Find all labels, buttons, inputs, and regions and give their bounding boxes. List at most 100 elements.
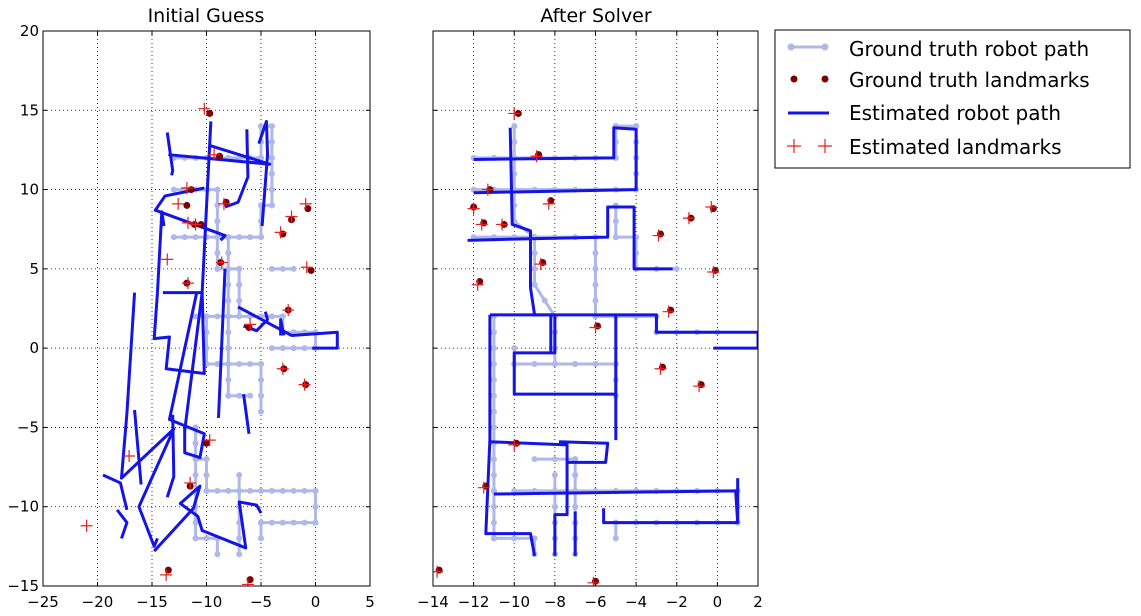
ground-truth-path-point	[551, 456, 558, 463]
ground-truth-path-point	[225, 234, 232, 241]
ground-truth-path-point	[279, 487, 286, 494]
estimated-landmark	[496, 218, 509, 231]
ground-truth-path-point	[247, 392, 254, 399]
estimated-path-segment	[224, 129, 250, 209]
ground-truth-path-point	[247, 234, 254, 241]
estimated-landmark	[508, 107, 521, 120]
estimated-landmark	[189, 218, 202, 231]
estimated-landmark	[652, 229, 665, 242]
estimated-landmark	[217, 197, 230, 210]
estimated-landmark	[80, 519, 93, 532]
ground-truth-landmark	[307, 266, 315, 274]
ground-truth-path-point	[490, 456, 497, 463]
ground-truth-path-point	[531, 456, 538, 463]
ground-truth-path-point	[551, 361, 558, 367]
estimated-landmark	[682, 212, 695, 225]
initial-guess-panel: Initial Guess −25 −20 −15 −10 −5 0 5 −15 −10 −5 0 5…	[7, 5, 374, 611]
ground-truth-path-point	[572, 472, 579, 478]
ground-truth-path-point	[214, 234, 221, 241]
estimated-path-segment	[155, 210, 166, 293]
ground-truth-path-point	[203, 535, 210, 542]
ground-truth-path-point	[225, 313, 232, 320]
x-tick-label: −12	[458, 593, 490, 611]
ground-truth-path-point	[612, 535, 619, 542]
plot-frame	[42, 30, 371, 587]
estimated-path-segment	[467, 127, 532, 242]
x-tick-label: −10	[498, 593, 530, 611]
estimated-landmark	[587, 576, 600, 586]
ground-truth-path-segment	[614, 205, 677, 271]
ground-truth-path-point	[490, 519, 497, 526]
legend-key-ground-truth-landmarks-dot-end	[821, 75, 829, 83]
ground-truth-path-point	[225, 329, 232, 336]
ground-truth-path-point	[290, 519, 297, 526]
ground-truth-path-point	[511, 170, 518, 177]
ground-truth-path-point	[268, 265, 275, 272]
ground-truth-path-point	[225, 487, 232, 494]
ground-truth-path-point	[279, 345, 286, 352]
estimated-landmark	[530, 150, 543, 163]
estimated-landmark	[180, 181, 193, 194]
x-tick-label: −25	[27, 593, 59, 611]
ground-truth-path-segment	[512, 348, 616, 366]
ground-truth-path-point	[551, 472, 558, 478]
ground-truth-path-point	[290, 345, 297, 352]
after-solver-panel: After Solver −14 −12 −10 −8 −6 −4 −2 0 2	[417, 5, 763, 611]
x-tick-label: −5	[250, 593, 272, 611]
estimated-path-segment	[489, 440, 610, 464]
ground-truth-landmark	[187, 186, 195, 194]
initial-guess-title: Initial Guess	[148, 5, 265, 27]
ground-truth-path-point	[236, 551, 243, 558]
ground-truth-landmark	[203, 439, 210, 447]
ground-truth-path-point	[170, 186, 177, 193]
estimated-path-segment	[119, 292, 176, 548]
ground-truth-path-point	[225, 345, 232, 352]
ground-truth-path-point	[258, 376, 264, 383]
ground-truth-path-point	[203, 456, 210, 463]
estimated-landmark	[508, 438, 521, 451]
x-tick-label: −10	[191, 593, 223, 611]
estimated-path-segment	[168, 143, 272, 166]
ground-truth-path-point	[214, 218, 221, 225]
x-tick-label: 5	[365, 593, 375, 611]
ground-truth-path-point	[279, 519, 286, 526]
estimated-landmark	[705, 201, 718, 214]
legend: Ground truth robot path Ground truth lan…	[774, 29, 1131, 169]
ground-truth-path-point	[531, 250, 538, 256]
estimated-landmark	[662, 305, 675, 318]
ground-truth-path-point	[673, 265, 680, 272]
ground-truth-path-point	[214, 265, 221, 272]
ground-truth-landmark	[183, 201, 191, 209]
ground-truth-path-point	[236, 234, 243, 241]
estimated-landmark	[475, 218, 488, 231]
x-tick-label: 2	[753, 593, 763, 611]
ground-truth-path-point	[247, 487, 254, 494]
x-tick-label: 0	[713, 593, 723, 611]
ground-truth-path-point	[258, 519, 264, 526]
ground-truth-path-point	[268, 139, 275, 145]
ground-truth-path-point	[225, 250, 232, 256]
ground-truth-path-point	[214, 250, 221, 256]
ground-truth-path-point	[214, 487, 221, 494]
ground-truth-path-segment	[514, 489, 740, 539]
ground-truth-path-point	[236, 361, 243, 367]
estimated-path-segment	[115, 508, 129, 539]
plot-area	[433, 107, 758, 586]
estimated-landmark	[477, 481, 490, 494]
ground-truth-path-point	[225, 281, 232, 288]
plot-area	[80, 102, 339, 586]
ground-truth-path-point	[236, 487, 243, 494]
estimated-landmark	[203, 434, 216, 447]
ground-truth-path-point	[511, 535, 518, 542]
x-tick-label: −15	[136, 593, 168, 611]
ground-truth-path-point	[214, 551, 221, 558]
ground-truth-path-point	[290, 487, 297, 494]
ground-truth-path-point	[612, 218, 619, 225]
ground-truth-path-point	[203, 313, 210, 320]
ground-truth-path-point	[258, 487, 264, 494]
estimated-path-segment	[167, 292, 206, 460]
x-tick-label: −4	[625, 593, 647, 611]
ground-truth-path-point	[225, 392, 232, 399]
ground-truth-path-point	[236, 265, 243, 272]
